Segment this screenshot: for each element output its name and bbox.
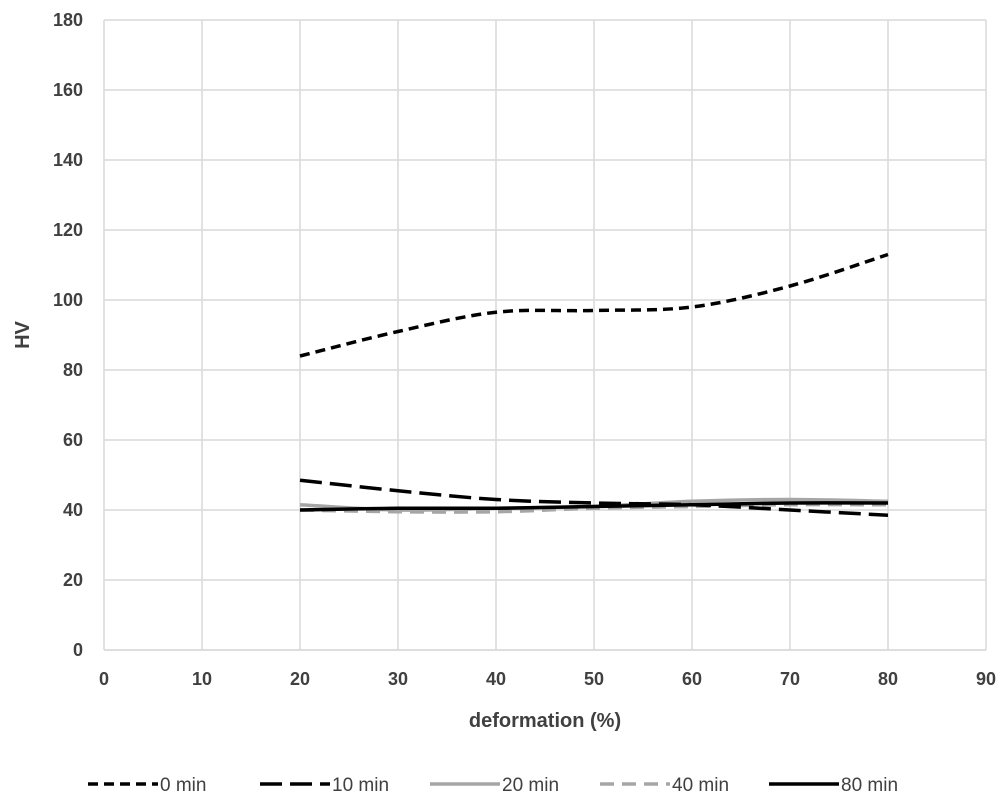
y-tick-label: 160 [53,80,83,100]
y-tick-label: 0 [73,640,83,660]
legend-label: 10 min [332,775,389,796]
legend: 0 min 10 min 20 min 40 min 80 min [88,775,898,796]
legend-label: 40 min [672,775,729,796]
y-tick-label: 180 [53,10,83,30]
x-tick-label: 60 [682,669,702,689]
y-tick-label: 140 [53,150,83,170]
series-line-80-min [299,501,889,512]
x-tick-label: 0 [99,669,109,689]
y-tick-label: 20 [63,570,83,590]
y-axis-title: HV [12,320,34,348]
x-tick-label: 40 [486,669,506,689]
x-tick-labels: 0 10 20 30 40 50 60 70 80 90 [99,669,996,689]
y-tick-label: 40 [63,500,83,520]
x-tick-label: 90 [976,669,996,689]
x-tick-label: 10 [192,669,212,689]
plot-area [104,20,986,650]
x-tick-label: 50 [584,669,604,689]
x-axis-title: deformation (%) [469,710,621,732]
y-tick-label: 120 [53,220,83,240]
gridlines [103,19,987,651]
legend-label: 80 min [841,775,898,796]
y-tick-label: 80 [63,360,83,380]
x-tick-label: 20 [290,669,310,689]
y-tick-label: 60 [63,430,83,450]
legend-label: 0 min [160,775,206,796]
y-tick-labels: 0 20 40 60 80 100 120 140 160 180 [53,10,83,660]
series-lines [299,252,889,517]
legend-label: 20 min [502,775,559,796]
series-line-10-min [299,478,889,517]
x-tick-label: 70 [780,669,800,689]
x-tick-label: 80 [878,669,898,689]
y-tick-label: 100 [53,290,83,310]
series-line-0-min [299,252,889,358]
x-tick-label: 30 [388,669,408,689]
